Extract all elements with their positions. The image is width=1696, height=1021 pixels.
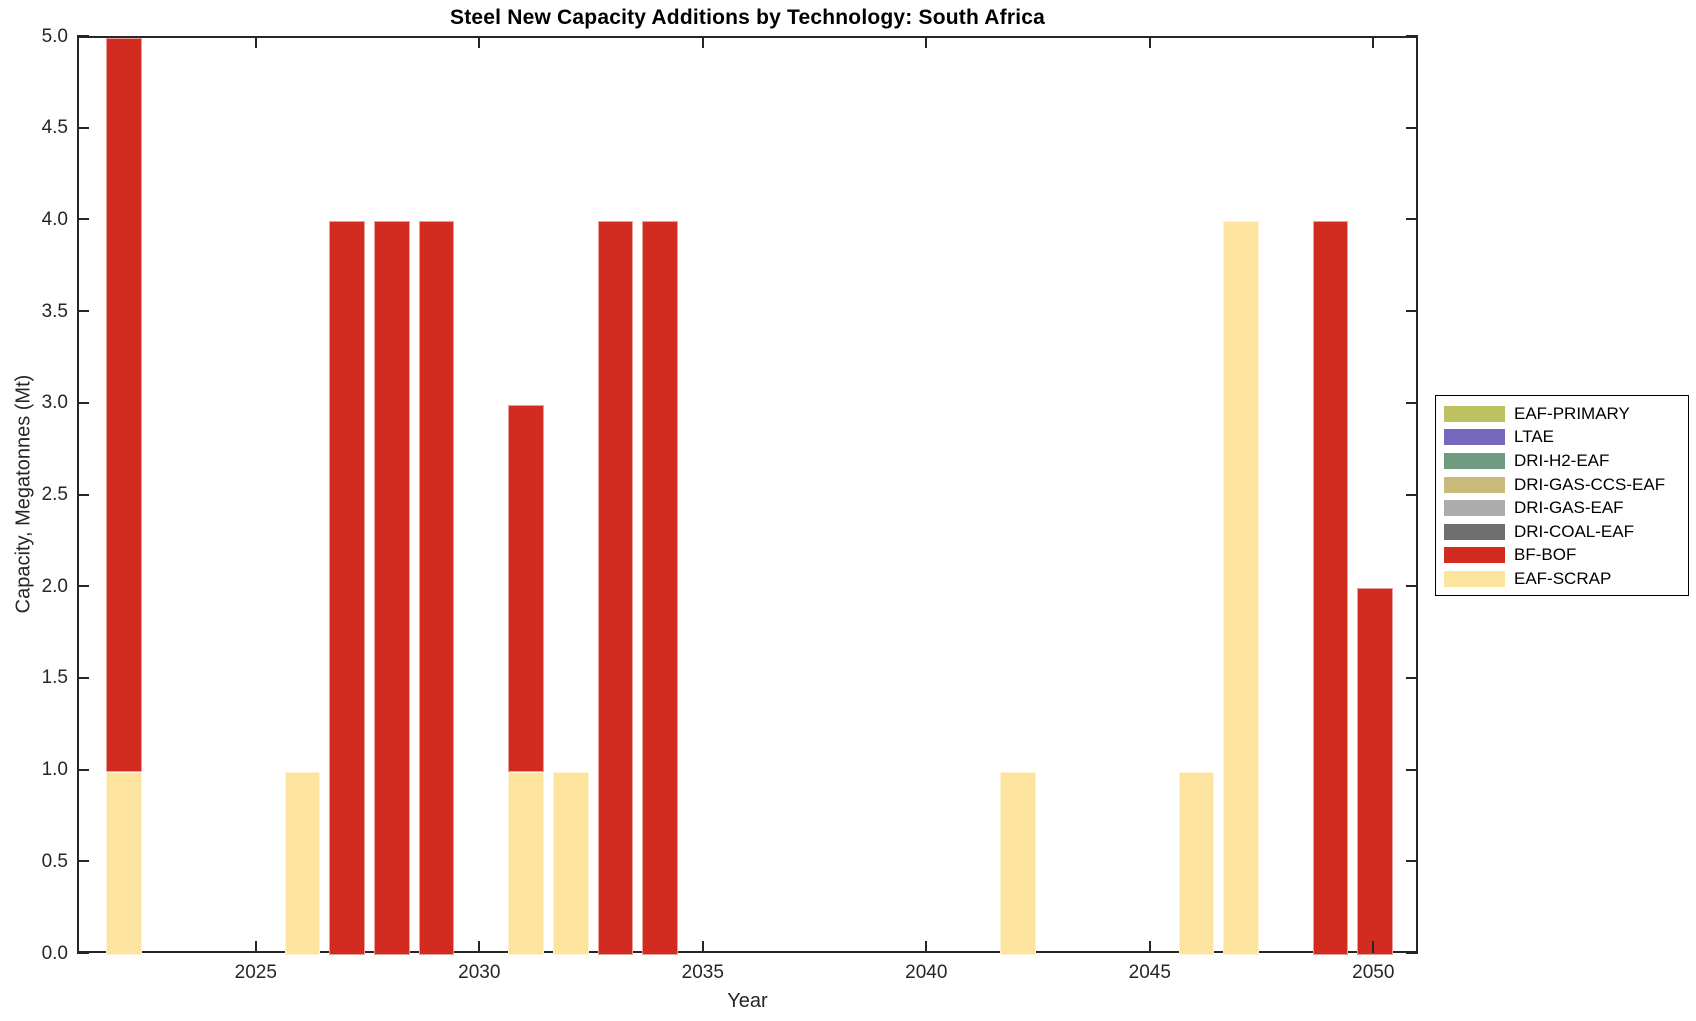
x-tick: [701, 36, 704, 48]
legend-item-bf-bof: BF-BOF: [1436, 544, 1688, 568]
y-tick-label: 4.5: [41, 117, 68, 139]
legend-label: BF-BOF: [1514, 545, 1577, 565]
legend-swatch-eaf-scrap: [1444, 570, 1505, 587]
y-tick: [77, 493, 89, 496]
bar-segment-bf-bof-2049: [1312, 221, 1349, 955]
x-tick: [925, 941, 928, 953]
bar-segment-eaf-scrap-2047: [1223, 221, 1260, 955]
bar-segment-bf-bof-2034: [642, 221, 678, 955]
y-tick-label: 0.0: [41, 942, 68, 964]
x-tick-label: 2035: [681, 962, 724, 983]
y-tick: [77, 860, 89, 863]
y-tick: [77, 952, 89, 954]
x-tick-label: 2050: [1352, 962, 1395, 983]
x-tick: [478, 36, 481, 48]
legend-item-dri-gas-eaf: DRI-GAS-EAF: [1436, 496, 1688, 520]
legend-swatch-ltae: [1444, 429, 1505, 446]
legend-label: EAF-PRIMARY: [1514, 403, 1630, 423]
bar-segment-bf-bof-2029: [418, 221, 455, 955]
y-tick: [1406, 952, 1418, 954]
x-tick: [701, 941, 704, 953]
legend-swatch-dri-gas-ccs-eaf: [1444, 476, 1505, 493]
legend-item-dri-gas-ccs-eaf: DRI-GAS-CCS-EAF: [1436, 473, 1688, 497]
y-tick-label: 0.5: [41, 850, 68, 872]
y-tick: [1406, 585, 1418, 588]
y-tick-label: 3.0: [41, 392, 68, 414]
x-tick-label: 2045: [1128, 962, 1171, 983]
legend-label: DRI-GAS-CCS-EAF: [1514, 474, 1666, 494]
legend-swatch-eaf-primary: [1444, 405, 1505, 422]
legend-item-eaf-scrap: EAF-SCRAP: [1436, 567, 1688, 591]
bar-segment-bf-bof-2031: [508, 404, 544, 772]
legend-label: DRI-H2-EAF: [1514, 450, 1610, 470]
y-tick: [1406, 401, 1418, 404]
legend-swatch-dri-coal-eaf: [1444, 523, 1505, 540]
legend-label: LTAE: [1514, 427, 1554, 447]
y-tick: [77, 126, 89, 129]
y-tick: [77, 401, 89, 404]
bar-segment-eaf-scrap-2031: [508, 771, 544, 955]
x-tick: [1148, 941, 1151, 953]
y-tick: [1406, 218, 1418, 221]
x-tick-label: 2025: [234, 962, 277, 983]
bar-segment-bf-bof-2028: [374, 221, 410, 955]
y-tick: [1406, 676, 1418, 679]
bar-segment-eaf-scrap-2042: [999, 771, 1036, 955]
legend-item-ltae: LTAE: [1436, 426, 1688, 450]
x-tick: [1372, 36, 1375, 48]
y-tick: [1406, 126, 1418, 129]
x-tick: [925, 36, 928, 48]
x-tick: [254, 941, 257, 953]
y-tick-label: 1.5: [41, 667, 68, 689]
y-tick: [77, 218, 89, 221]
plot-area: [77, 36, 1418, 955]
legend-swatch-dri-h2-eaf: [1444, 452, 1505, 469]
legend-item-eaf-primary: EAF-PRIMARY: [1436, 402, 1688, 426]
x-tick-label: 2040: [905, 962, 948, 983]
legend: EAF-PRIMARY LTAE DRI-H2-EAF DRI-GAS-CCS-EAF…: [1435, 395, 1689, 596]
y-tick: [77, 676, 89, 679]
bar-segment-bf-bof-2050: [1357, 588, 1394, 955]
legend-swatch-bf-bof: [1444, 547, 1505, 564]
y-tick: [1406, 768, 1418, 771]
bar-segment-eaf-scrap-2026: [284, 771, 321, 955]
y-tick: [77, 35, 89, 37]
x-tick: [478, 941, 481, 953]
legend-item-dri-coal-eaf: DRI-COAL-EAF: [1436, 520, 1688, 544]
y-tick-label: 5.0: [41, 25, 68, 47]
chart-title: Steel New Capacity Additions by Technolo…: [450, 6, 1045, 29]
y-tick-label: 4.0: [41, 208, 68, 230]
x-tick-label: 2030: [458, 962, 501, 983]
x-axis-label: Year: [727, 990, 768, 1012]
bar-segment-bf-bof-2033: [597, 221, 634, 955]
y-tick: [77, 585, 89, 588]
legend-label: DRI-COAL-EAF: [1514, 521, 1634, 541]
legend-swatch-dri-gas-eaf: [1444, 500, 1505, 517]
y-tick: [1406, 310, 1418, 313]
legend-item-dri-h2-eaf: DRI-H2-EAF: [1436, 449, 1688, 473]
bar-segment-eaf-scrap-2032: [552, 771, 589, 955]
legend-label: DRI-GAS-EAF: [1514, 498, 1624, 518]
legend-label: EAF-SCRAP: [1514, 568, 1612, 588]
x-tick: [1372, 941, 1375, 953]
bar-segment-eaf-scrap-2022: [105, 771, 142, 955]
x-tick: [254, 36, 257, 48]
bar-segment-bf-bof-2027: [329, 221, 366, 955]
y-tick-label: 1.0: [41, 759, 68, 781]
bar-segment-bf-bof-2022: [105, 38, 142, 772]
bar-segment-eaf-scrap-2046: [1178, 771, 1215, 955]
x-tick: [1148, 36, 1151, 48]
y-tick: [77, 310, 89, 313]
y-tick: [77, 768, 89, 771]
y-tick-label: 3.5: [41, 300, 68, 322]
y-tick-label: 2.0: [41, 575, 68, 597]
y-tick: [1406, 860, 1418, 863]
y-tick: [1406, 35, 1418, 37]
y-tick: [1406, 493, 1418, 496]
y-tick-label: 2.5: [41, 484, 68, 505]
